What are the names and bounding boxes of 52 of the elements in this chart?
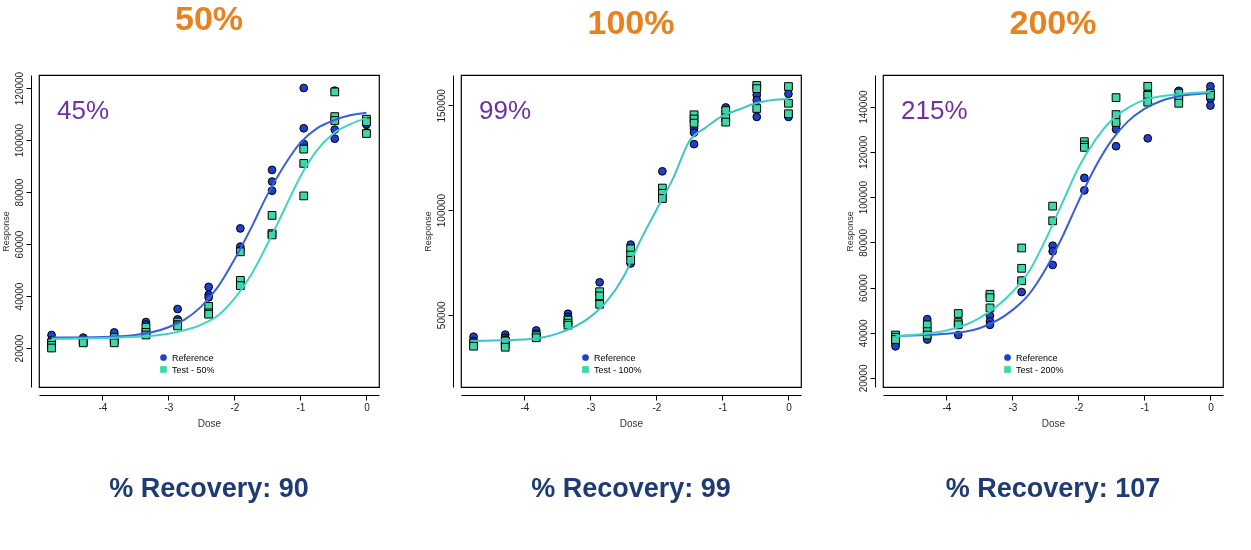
x-tick-label: -3	[164, 401, 174, 413]
x-tick-label: -1	[718, 401, 728, 413]
y-tick-label: 50000	[435, 300, 447, 330]
chart-title: 100%	[587, 3, 675, 41]
legend-label: Reference	[594, 352, 636, 363]
x-tick-label: -4	[98, 401, 108, 413]
legend-label: Reference	[172, 352, 214, 363]
x-tick-label: 0	[786, 401, 793, 413]
y-tick-label: 80000	[13, 178, 25, 207]
y-tick-label: 100000	[13, 123, 25, 158]
legend-label: Test - 200%	[1016, 364, 1064, 375]
y-tick-label: 100000	[435, 193, 447, 228]
y-axis-title: Response	[0, 211, 11, 252]
x-tick-label: -4	[942, 401, 952, 413]
y-tick-label: 140000	[857, 90, 869, 124]
x-tick-label: -2	[652, 401, 662, 413]
y-tick-label: 40000	[13, 282, 25, 311]
y-tick-label: 60000	[13, 230, 25, 259]
x-tick-label: -3	[1008, 401, 1018, 413]
x-tick-label: -3	[586, 401, 596, 413]
annotation: 99%	[479, 95, 532, 125]
x-tick-label: -1	[1140, 401, 1150, 413]
chart-title: 200%	[1009, 3, 1097, 41]
annotation: 215%	[901, 95, 968, 125]
x-tick-label: -1	[296, 401, 306, 413]
x-tick-label: -2	[1074, 401, 1084, 413]
y-tick-label: 80000	[857, 228, 869, 257]
annotation: 45%	[57, 95, 110, 125]
y-tick-label: 20000	[857, 364, 869, 393]
x-tick-label: 0	[1208, 401, 1215, 413]
x-axis-title: Dose	[197, 417, 222, 429]
text: % Recovery: 90	[109, 473, 309, 503]
x-tick-label: 0	[364, 401, 371, 413]
y-tick-label: 60000	[857, 273, 869, 302]
x-axis-title: Dose	[1041, 417, 1066, 429]
y-tick-label: 40000	[857, 318, 869, 348]
legend-label: Test - 100%	[594, 364, 642, 375]
text: % Recovery: 107	[945, 473, 1161, 503]
y-tick-label: 100000	[857, 180, 869, 215]
y-axis-title: Response	[844, 211, 855, 252]
x-tick-label: -4	[520, 401, 530, 413]
y-tick-label: 20000	[13, 334, 25, 363]
legend-label: Reference	[1016, 352, 1058, 363]
chart-title: 50%	[174, 0, 244, 38]
y-tick-label: 120000	[13, 71, 25, 106]
legend-label: Test - 50%	[172, 364, 215, 375]
x-tick-label: -2	[230, 401, 240, 413]
text: % Recovery: 99	[531, 473, 731, 503]
x-axis-title: Dose	[619, 417, 644, 429]
y-tick-label: 150000	[435, 88, 447, 123]
y-tick-label: 120000	[857, 135, 869, 170]
y-axis-title: Response	[422, 211, 433, 252]
